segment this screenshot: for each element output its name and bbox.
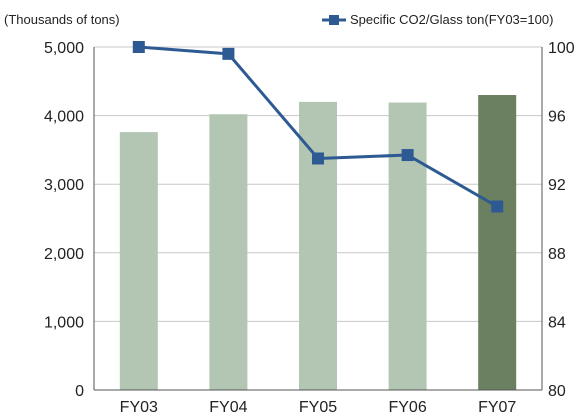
x-tick-label: FY07 [478, 399, 516, 416]
bars [119, 95, 517, 391]
right-axis-ticks: 80 84 88 92 96 100 [548, 40, 575, 400]
axes [93, 47, 543, 391]
left-tick-label: 2,000 [44, 246, 84, 263]
line-point-fy07 [491, 200, 504, 213]
legend-label: Specific CO2/Glass ton(FY03=100) [350, 12, 553, 27]
line-point-fy03 [132, 41, 145, 53]
line-point-fy05 [312, 152, 324, 165]
bar-fy04 [209, 114, 248, 390]
x-axis-ticks: FY03 FY04 FY05 FY06 FY07 [120, 399, 517, 416]
left-axis-ticks: 0 1,000 2,000 3,000 4,000 5,000 [44, 40, 84, 400]
bar-fy06 [388, 102, 427, 390]
right-tick-label: 84 [548, 314, 566, 331]
x-tick-label: FY03 [120, 399, 158, 416]
left-tick-label: 4,000 [44, 109, 84, 126]
left-tick-label: 0 [75, 383, 84, 400]
left-tick-label: 3,000 [44, 177, 84, 194]
right-tick-label: 92 [548, 177, 566, 194]
right-tick-label: 96 [548, 109, 566, 126]
x-tick-label: FY04 [209, 399, 247, 416]
x-tick-label: FY05 [299, 399, 337, 416]
bar-fy07 [478, 95, 517, 391]
legend-marker [329, 15, 339, 25]
right-tick-label: 80 [548, 383, 566, 400]
right-tick-label: 88 [548, 246, 566, 263]
co2-line-series [132, 41, 504, 213]
units-label: (Thousands of tons) [4, 12, 120, 27]
x-tick-label: FY06 [388, 399, 426, 416]
line-point-fy06 [401, 149, 414, 162]
right-tick-label: 100 [548, 40, 575, 57]
bar-fy03 [119, 132, 158, 390]
bar-fy05 [299, 101, 337, 390]
left-tick-label: 1,000 [44, 314, 84, 331]
line-point-fy04 [222, 47, 235, 60]
left-tick-label: 5,000 [44, 40, 84, 57]
legend: Specific CO2/Glass ton(FY03=100) [322, 12, 553, 27]
